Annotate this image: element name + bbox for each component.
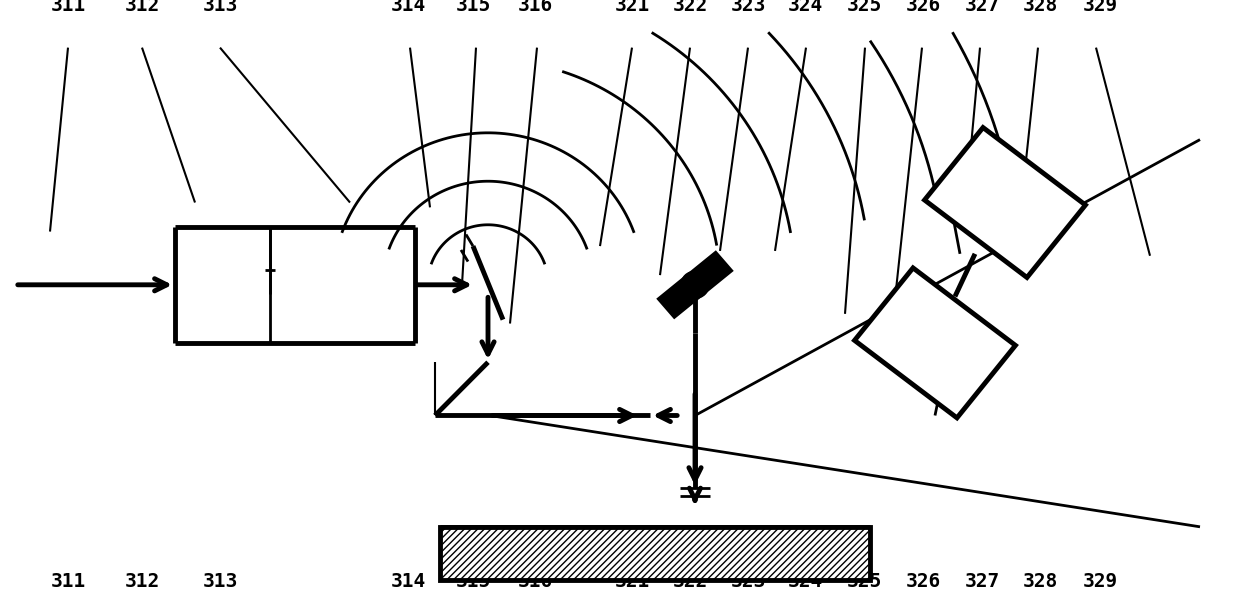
Polygon shape bbox=[855, 268, 1016, 418]
Text: 322: 322 bbox=[673, 572, 707, 591]
Text: 327: 327 bbox=[965, 572, 1000, 591]
Text: 329: 329 bbox=[1083, 0, 1118, 15]
Text: 324: 324 bbox=[788, 0, 823, 15]
Text: 311: 311 bbox=[51, 572, 85, 591]
Text: 323: 323 bbox=[731, 0, 766, 15]
Text: 314: 314 bbox=[392, 0, 426, 15]
Text: 323: 323 bbox=[731, 572, 766, 591]
Polygon shape bbox=[924, 127, 1085, 277]
Text: 325: 325 bbox=[847, 0, 882, 15]
Text: 315: 315 bbox=[456, 572, 491, 591]
Text: 312: 312 bbox=[125, 572, 160, 591]
Bar bbox=[440, 527, 870, 580]
Text: 328: 328 bbox=[1023, 572, 1058, 591]
Circle shape bbox=[681, 271, 709, 298]
Text: 315: 315 bbox=[456, 0, 491, 15]
Text: 321: 321 bbox=[615, 0, 649, 15]
Text: 316: 316 bbox=[518, 0, 553, 15]
Text: 313: 313 bbox=[203, 0, 238, 15]
Text: 322: 322 bbox=[673, 0, 707, 15]
Bar bbox=[440, 527, 870, 580]
Text: 329: 329 bbox=[1083, 572, 1118, 591]
Polygon shape bbox=[658, 252, 732, 317]
Text: 321: 321 bbox=[615, 572, 649, 591]
Text: 312: 312 bbox=[125, 0, 160, 15]
Text: 326: 326 bbox=[906, 0, 940, 15]
Text: 314: 314 bbox=[392, 572, 426, 591]
Text: 328: 328 bbox=[1023, 0, 1058, 15]
Text: 326: 326 bbox=[906, 572, 940, 591]
Text: 311: 311 bbox=[51, 0, 85, 15]
Text: 324: 324 bbox=[788, 572, 823, 591]
Text: 325: 325 bbox=[847, 572, 882, 591]
Text: 316: 316 bbox=[518, 572, 553, 591]
Text: 313: 313 bbox=[203, 572, 238, 591]
Text: 327: 327 bbox=[965, 0, 1000, 15]
